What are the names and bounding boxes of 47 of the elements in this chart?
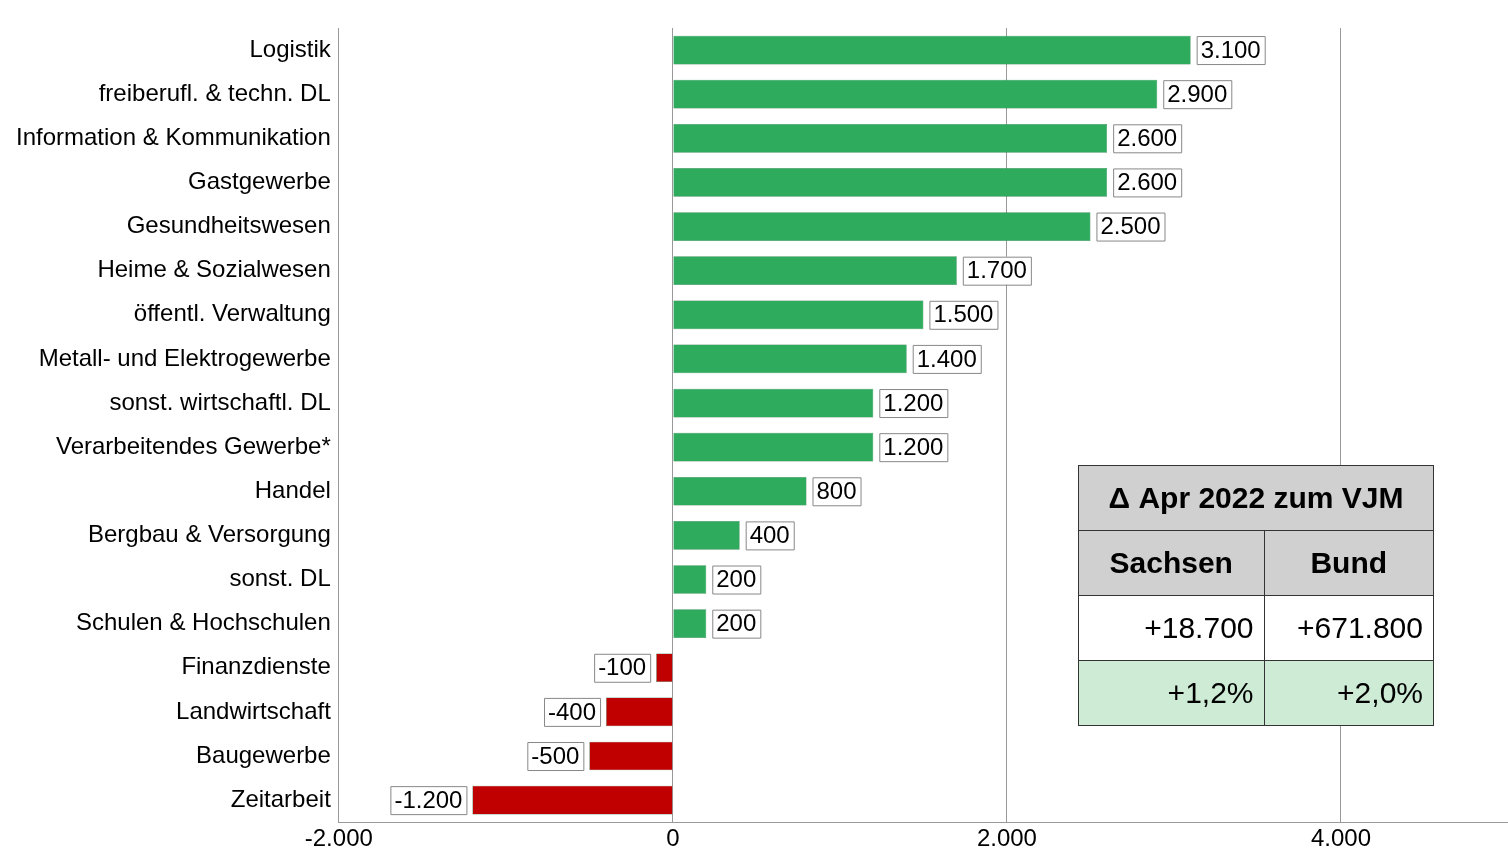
data-label: 2.500 <box>1100 212 1161 240</box>
y-tick-label: Baugewerbe <box>196 740 331 768</box>
annotation: Bund <box>1264 530 1434 596</box>
annotation: +671.800 <box>1264 595 1434 661</box>
data-label: -100 <box>598 653 647 681</box>
y-tick-label: Landwirtschaft <box>176 696 332 724</box>
data-label: -400 <box>548 697 597 725</box>
data-label: 1.500 <box>933 300 994 328</box>
data-label: 1.200 <box>883 432 944 460</box>
y-tick-label: Schulen & Hochschulen <box>75 608 331 636</box>
y-tick-label: Bergbau & Versorgung <box>87 520 331 548</box>
data-label: 1.200 <box>883 388 944 416</box>
y-tick-label: Gastgewerbe <box>188 167 331 195</box>
data-label: -500 <box>531 741 580 769</box>
y-tick-label: Verarbeitendes Gewerbe* <box>55 431 331 459</box>
y-tick-label: sonst. wirtschaftl. DL <box>109 387 331 415</box>
annotation: Δ Apr 2022 zum VJM <box>1078 465 1434 531</box>
data-label: 800 <box>816 476 857 504</box>
data-label: 2.600 <box>1117 168 1178 196</box>
annotation: +18.700 <box>1078 595 1265 661</box>
y-tick-label: sonst. DL <box>229 564 331 592</box>
data-label: 200 <box>716 609 757 637</box>
data-label: 2.600 <box>1117 123 1178 151</box>
annotation: Sachsen <box>1078 530 1265 596</box>
x-tick-label: 2.000 <box>976 824 1037 852</box>
x-tick-label: -2.000 <box>304 824 373 852</box>
data-label: 1.700 <box>966 256 1027 284</box>
y-tick-label: Heime & Sozialwesen <box>97 255 331 283</box>
data-label: 1.400 <box>916 344 977 372</box>
x-tick-label: 4.000 <box>1310 824 1371 852</box>
annotation: +2,0% <box>1264 660 1434 726</box>
data-label: 3.100 <box>1200 35 1261 63</box>
y-tick-label: Logistik <box>249 34 332 62</box>
y-tick-label: Metall- und Elektrogewerbe <box>38 343 331 371</box>
y-tick-label: öffentl. Verwaltung <box>133 299 331 327</box>
y-tick-label: Information & Kommunikation <box>16 122 331 150</box>
data-label: 2.900 <box>1167 79 1228 107</box>
annotation: +1,2% <box>1078 660 1265 726</box>
y-tick-label: Gesundheitswesen <box>126 211 331 239</box>
y-tick-label: freiberufl. & techn. DL <box>98 78 331 106</box>
y-tick-label: Finanzdienste <box>181 652 331 680</box>
data-label: -1.200 <box>394 785 463 813</box>
data-label: 400 <box>749 521 790 549</box>
y-tick-label: Handel <box>254 475 331 503</box>
y-tick-label: Zeitarbeit <box>230 784 332 812</box>
x-tick-label: 0 <box>666 824 680 852</box>
data-label: 200 <box>716 565 757 593</box>
